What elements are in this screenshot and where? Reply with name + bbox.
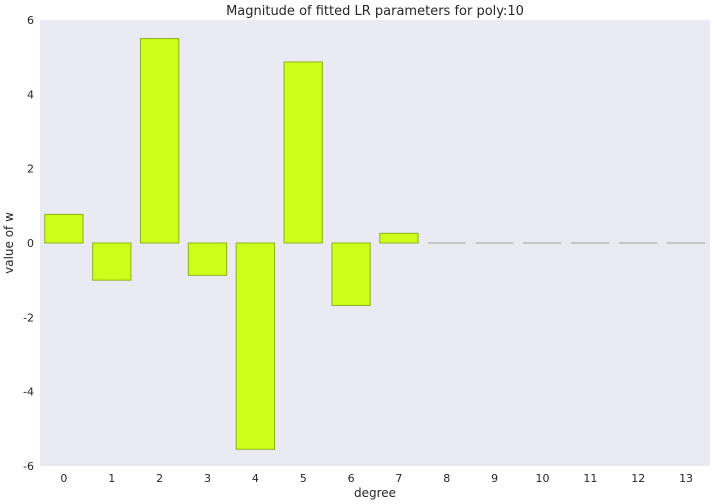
bar-degree-6 [331,242,371,306]
y-tick-label: 4 [27,88,34,101]
y-tick-label: -6 [23,460,34,473]
bar-degree-2 [140,38,180,244]
x-tick-label: 2 [156,472,163,485]
x-tick-label: 9 [491,472,498,485]
bars-layer [44,38,706,450]
y-tick-label: 2 [27,163,34,176]
bar-degree-3 [187,242,228,276]
x-tick-label: 4 [252,472,259,485]
y-tick-label: -2 [23,311,34,324]
x-tick-label: 6 [348,472,355,485]
x-axis-ticks: 0 1 2 3 4 5 6 7 8 9 10 11 12 13 [60,472,693,485]
bar-degree-13 [666,242,706,244]
bar-degree-12 [619,242,658,244]
y-tick-label: 6 [27,14,34,27]
x-tick-label: 13 [679,472,693,485]
bar-degree-7 [379,232,419,244]
x-tick-label: 12 [631,472,645,485]
bar-degree-10 [523,242,562,244]
x-tick-label: 0 [60,472,67,485]
x-tick-label: 11 [583,472,597,485]
y-axis-label: value of w [2,212,16,274]
x-tick-label: 5 [300,472,307,485]
x-axis-label: degree [354,486,396,500]
y-tick-label: -4 [23,386,34,399]
chart-title: Magnitude of fitted LR parameters for po… [226,4,524,19]
x-tick-label: 1 [108,472,115,485]
y-tick-label: 0 [27,237,34,250]
y-axis-ticks: -6 -4 -2 0 2 4 6 [23,14,34,473]
bar-degree-1 [92,242,132,281]
bar-degree-4 [235,242,275,450]
x-tick-label: 8 [443,472,450,485]
bar-degree-5 [283,61,323,244]
bar-degree-0 [44,213,84,244]
x-tick-label: 7 [395,472,402,485]
bar-degree-9 [475,242,514,244]
x-tick-label: 3 [204,472,211,485]
bar-degree-11 [571,242,610,244]
x-tick-label: 10 [536,472,550,485]
bar-degree-8 [427,242,466,244]
